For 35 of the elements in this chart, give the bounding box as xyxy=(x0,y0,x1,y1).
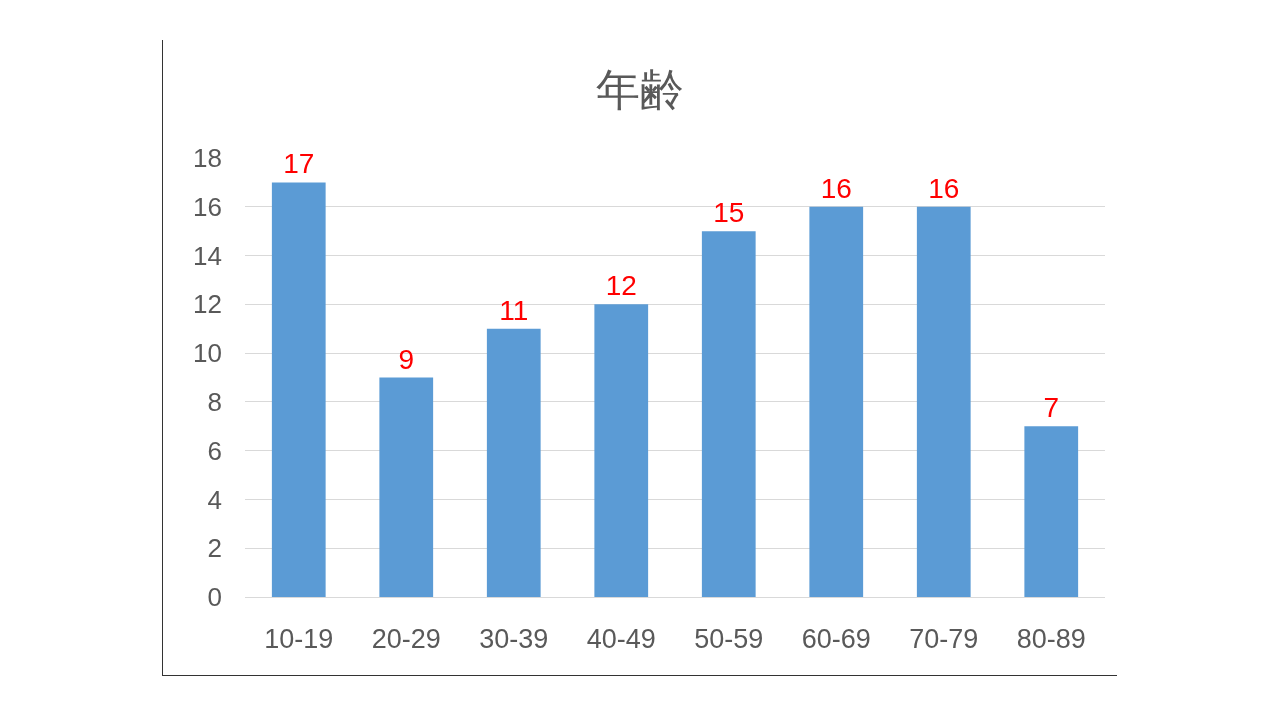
y-tick-label: 4 xyxy=(207,484,222,515)
data-label: 16 xyxy=(820,172,852,204)
y-tick-label: 8 xyxy=(207,386,222,417)
data-label: 16 xyxy=(928,172,960,204)
x-tick-label: 80-89 xyxy=(1016,624,1086,655)
data-label: 9 xyxy=(398,343,415,375)
bar xyxy=(1024,426,1079,597)
bar xyxy=(271,182,326,597)
y-tick-label: 12 xyxy=(193,289,222,320)
y-tick-label: 10 xyxy=(193,338,222,369)
chart-title: 年齢 xyxy=(596,65,684,115)
bar xyxy=(486,328,541,597)
y-tick-label: 0 xyxy=(207,582,222,613)
data-label: 15 xyxy=(713,197,745,229)
data-label: 11 xyxy=(499,294,529,326)
bar xyxy=(594,304,649,597)
x-tick-label: 50-59 xyxy=(694,624,764,655)
bar xyxy=(809,206,864,597)
x-tick-label: 10-19 xyxy=(264,624,334,655)
x-tick-label: 70-79 xyxy=(909,624,979,655)
data-label: 17 xyxy=(283,148,315,180)
y-tick-label: 16 xyxy=(193,191,222,222)
bar xyxy=(701,231,756,597)
x-tick-label: 20-29 xyxy=(371,624,441,655)
y-tick-label: 18 xyxy=(193,143,222,174)
bar xyxy=(379,377,434,597)
y-tick-label: 2 xyxy=(207,533,222,564)
x-tick-label: 60-69 xyxy=(801,624,871,655)
y-tick-label: 6 xyxy=(207,435,222,466)
y-tick-label: 14 xyxy=(193,240,222,271)
x-tick-label: 40-49 xyxy=(586,624,656,655)
data-label: 7 xyxy=(1043,392,1060,424)
bar xyxy=(916,206,971,597)
data-label: 12 xyxy=(605,270,637,302)
x-tick-label: 30-39 xyxy=(479,624,549,655)
